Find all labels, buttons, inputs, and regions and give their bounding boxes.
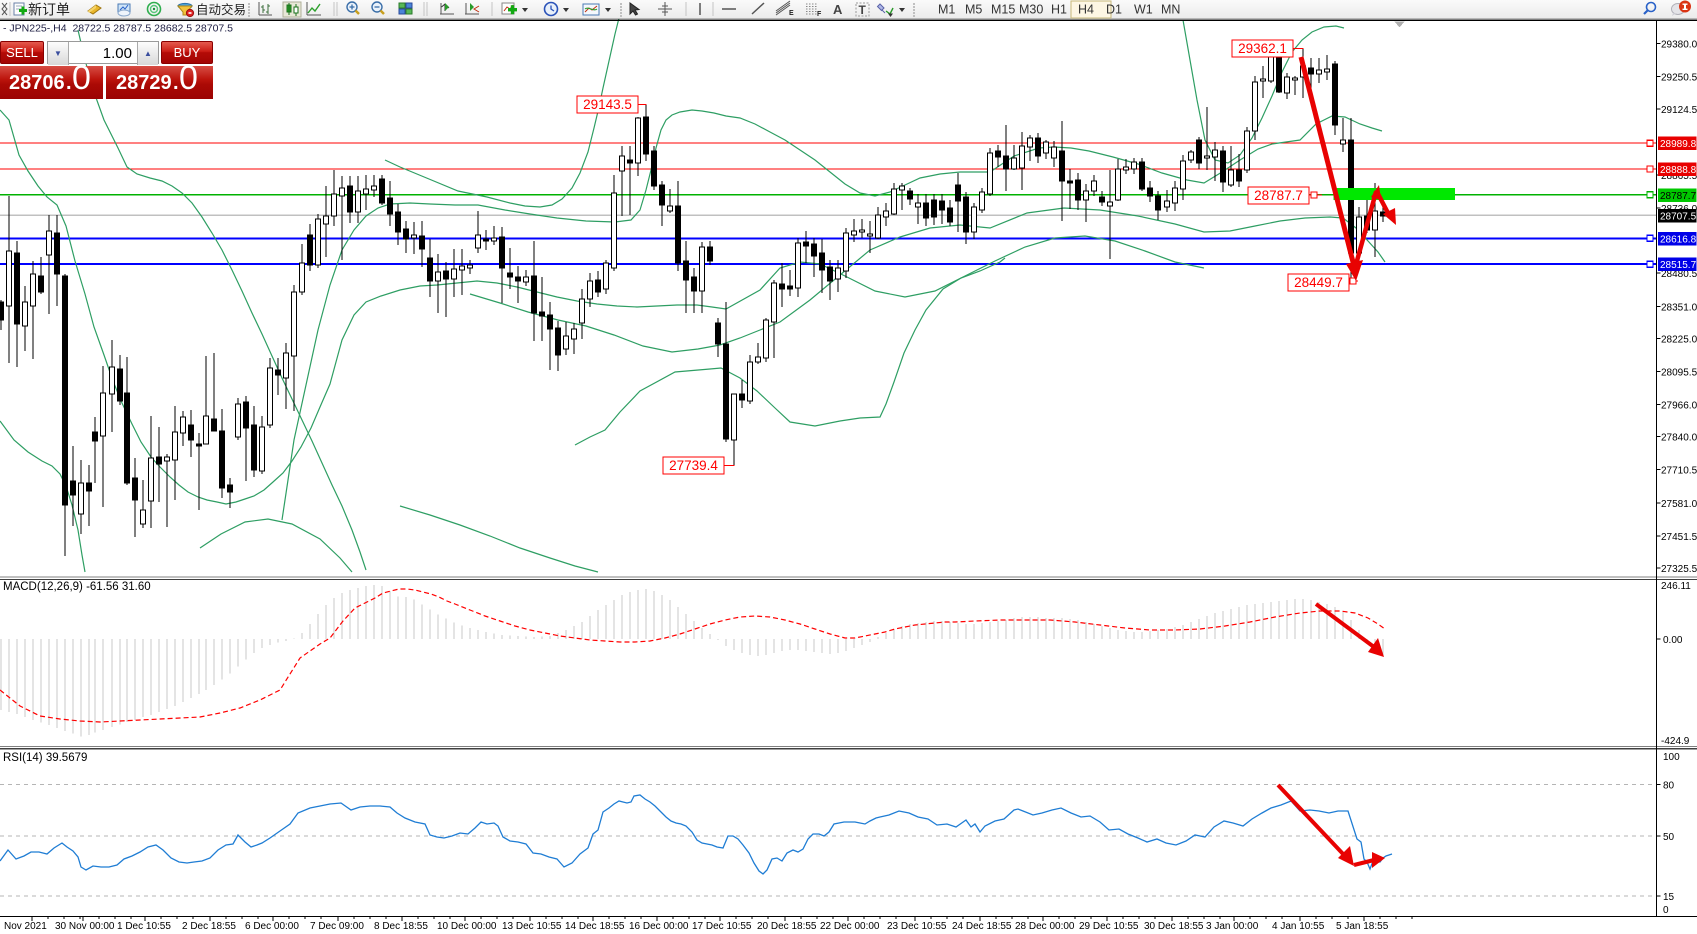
svg-text:13 Dec 10:55: 13 Dec 10:55 <box>502 921 562 932</box>
svg-text:M1: M1 <box>938 3 955 17</box>
svg-text:MN: MN <box>1161 3 1180 17</box>
svg-text:H4: H4 <box>1078 3 1094 17</box>
svg-text:28449.7: 28449.7 <box>1294 275 1343 290</box>
svg-text:27451.5: 27451.5 <box>1661 532 1697 543</box>
svg-text:T: T <box>859 3 867 17</box>
svg-text:-424.9: -424.9 <box>1661 736 1690 747</box>
svg-text:29143.5: 29143.5 <box>583 97 632 112</box>
svg-text:30 Nov 00:00: 30 Nov 00:00 <box>55 921 115 932</box>
svg-text:24 Dec 18:55: 24 Dec 18:55 <box>952 921 1012 932</box>
svg-text:28707.5: 28707.5 <box>1660 211 1697 222</box>
svg-text:28865.5: 28865.5 <box>1661 171 1697 182</box>
svg-text:20 Dec 18:55: 20 Dec 18:55 <box>757 921 817 932</box>
svg-text:27581.0: 27581.0 <box>1661 499 1697 510</box>
svg-text:8 Dec 18:55: 8 Dec 18:55 <box>374 921 428 932</box>
svg-text:29124.5: 29124.5 <box>1661 105 1697 116</box>
svg-text:0: 0 <box>1663 905 1669 916</box>
svg-text:H1: H1 <box>1051 3 1067 17</box>
svg-text:1 Dec 10:55: 1 Dec 10:55 <box>117 921 171 932</box>
svg-text:29 Dec 10:55: 29 Dec 10:55 <box>1079 921 1139 932</box>
svg-text:27710.5: 27710.5 <box>1661 466 1697 477</box>
svg-text:10 Dec 00:00: 10 Dec 00:00 <box>437 921 497 932</box>
svg-text:0.00: 0.00 <box>1663 635 1683 646</box>
svg-text:17 Dec 10:55: 17 Dec 10:55 <box>692 921 752 932</box>
svg-text:- JPN225-,H4 28722.5 28787.5: - JPN225-,H4 28722.5 28787.5 28682.5 287… <box>3 23 233 35</box>
svg-text:E: E <box>789 10 794 17</box>
svg-text:M30: M30 <box>1019 3 1043 17</box>
svg-text:29380.0: 29380.0 <box>1661 40 1697 51</box>
svg-text:27840.0: 27840.0 <box>1661 433 1697 444</box>
svg-text:28225.0: 28225.0 <box>1661 334 1697 345</box>
svg-text:27966.0: 27966.0 <box>1661 401 1697 412</box>
svg-text:5 Jan 18:55: 5 Jan 18:55 <box>1336 921 1389 932</box>
svg-text:3 Jan 00:00: 3 Jan 00:00 <box>1206 921 1259 932</box>
svg-text:28480.5: 28480.5 <box>1661 269 1697 280</box>
svg-text:30 Dec 18:55: 30 Dec 18:55 <box>1144 921 1204 932</box>
svg-text:D1: D1 <box>1106 3 1122 17</box>
svg-text:28616.8: 28616.8 <box>1660 234 1697 245</box>
svg-text:W1: W1 <box>1134 3 1153 17</box>
svg-text:100: 100 <box>1663 752 1680 763</box>
svg-text:16 Dec 00:00: 16 Dec 00:00 <box>629 921 689 932</box>
svg-text:28787.7: 28787.7 <box>1660 191 1697 202</box>
svg-text:29250.5: 29250.5 <box>1661 73 1697 84</box>
svg-text:22 Dec 00:00: 22 Dec 00:00 <box>820 921 880 932</box>
svg-text:28888.8: 28888.8 <box>1660 165 1697 176</box>
svg-text:28515.7: 28515.7 <box>1660 260 1697 271</box>
svg-text:28 Dec 00:00: 28 Dec 00:00 <box>1015 921 1075 932</box>
svg-text:自动交易: 自动交易 <box>196 2 246 17</box>
svg-text:50: 50 <box>1663 832 1675 843</box>
svg-text:2 Dec 18:55: 2 Dec 18:55 <box>182 921 236 932</box>
svg-text:28351.0: 28351.0 <box>1661 302 1697 313</box>
svg-text:4 Jan 10:55: 4 Jan 10:55 <box>1272 921 1325 932</box>
svg-text:28095.5: 28095.5 <box>1661 368 1697 379</box>
svg-text:A: A <box>833 2 843 17</box>
svg-text:27739.4: 27739.4 <box>669 458 718 473</box>
svg-text:28787.7: 28787.7 <box>1254 188 1303 203</box>
svg-text:新订单: 新订单 <box>28 2 70 18</box>
svg-text:15: 15 <box>1663 892 1675 903</box>
svg-text:RSI(14) 39.5679: RSI(14) 39.5679 <box>3 752 87 764</box>
svg-text:M15: M15 <box>991 3 1015 17</box>
svg-text:28989.8: 28989.8 <box>1660 139 1697 150</box>
svg-text:Nov 2021: Nov 2021 <box>4 921 47 932</box>
svg-text:7 Dec 09:00: 7 Dec 09:00 <box>310 921 364 932</box>
svg-text:14 Dec 18:55: 14 Dec 18:55 <box>565 921 625 932</box>
svg-text:27325.5: 27325.5 <box>1661 564 1697 575</box>
svg-text:6 Dec 00:00: 6 Dec 00:00 <box>245 921 299 932</box>
svg-text:MACD(12,26,9) -61.56 31.60: MACD(12,26,9) -61.56 31.60 <box>3 581 151 593</box>
svg-text:29362.1: 29362.1 <box>1238 41 1287 56</box>
svg-text:246.11: 246.11 <box>1661 581 1691 592</box>
svg-text:80: 80 <box>1663 780 1675 791</box>
svg-text:M5: M5 <box>965 3 982 17</box>
svg-text:F: F <box>817 11 822 18</box>
svg-text:23 Dec 10:55: 23 Dec 10:55 <box>887 921 947 932</box>
